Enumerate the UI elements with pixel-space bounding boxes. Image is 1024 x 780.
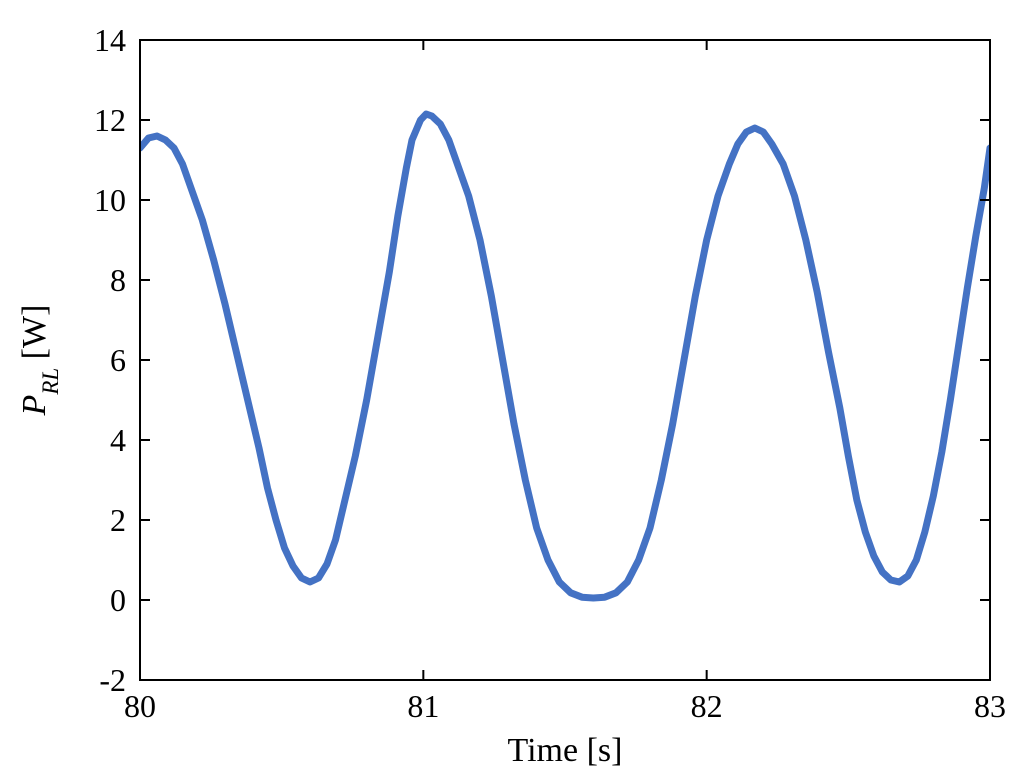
chart-container: 80818283-202468101214Time [s]PRL [W] [0,0,1024,780]
y-tick-label: 0 [110,582,126,618]
x-axis-label: Time [s] [508,732,623,769]
power-time-chart: 80818283-202468101214Time [s]PRL [W] [0,0,1024,780]
y-tick-label: 4 [110,422,126,458]
x-tick-label: 81 [407,688,439,724]
y-tick-label: 10 [94,182,126,218]
y-tick-label: 2 [110,502,126,538]
y-tick-label: -2 [99,662,126,698]
y-tick-label: 6 [110,342,126,378]
x-tick-label: 80 [124,688,156,724]
x-tick-label: 82 [691,688,723,724]
y-tick-label: 8 [110,262,126,298]
y-tick-label: 14 [94,22,126,58]
x-tick-label: 83 [974,688,1006,724]
chart-background [0,0,1024,780]
y-tick-label: 12 [94,102,126,138]
